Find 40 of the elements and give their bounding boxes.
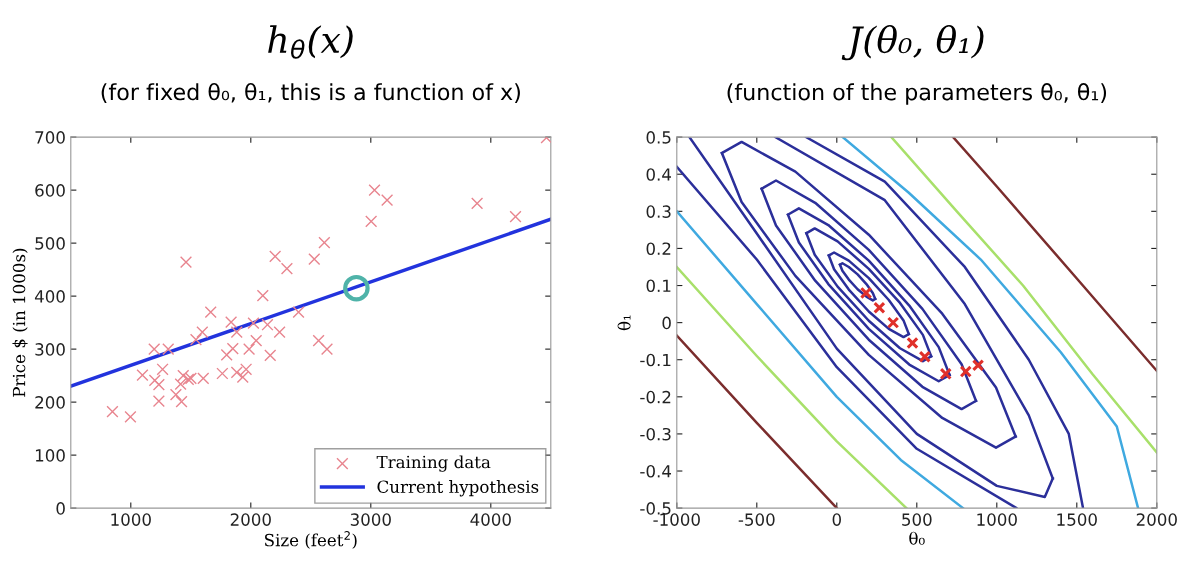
x-tick-label: -500: [738, 513, 775, 526]
chart-title: J(θ₀, θ₁): [841, 25, 984, 61]
y-tick-label: 400: [34, 290, 65, 303]
y-tick-label: 200: [35, 396, 65, 409]
x-tick-label: -1000: [653, 513, 700, 526]
chart-subtitle: (for fixed θ₀, θ₁, this is a function of x): [101, 82, 520, 103]
x-tick-label: 1500: [1057, 513, 1097, 526]
legend-label: Training data: [376, 455, 491, 472]
y-tick-label: 700: [35, 131, 65, 144]
legend-label: Current hypothesis: [377, 480, 539, 497]
y-tick-label: 0: [56, 502, 65, 515]
y-tick-label: 600: [35, 184, 65, 197]
y-tick-label: -0.4: [640, 464, 672, 478]
y-tick-label: 0: [662, 316, 671, 330]
y-tick-label: 0.5: [646, 131, 671, 144]
x-tick-label: 1000: [111, 513, 151, 526]
x-tick-label: 4000: [470, 513, 511, 526]
y-axis-title: θ₁: [617, 315, 631, 331]
y-tick-label: 0.2: [646, 242, 671, 255]
y-tick-label: -0.2: [640, 390, 671, 404]
y-tick-label: 0.4: [646, 168, 671, 181]
y-tick-label: 100: [35, 449, 65, 462]
y-tick-label: 500: [35, 237, 65, 250]
x-tick-label: 3000: [350, 513, 391, 526]
x-tick-label: 500: [902, 513, 932, 526]
y-axis-title: Price $ (in 1000s): [12, 248, 28, 397]
y-tick-label: -0.5: [640, 502, 671, 515]
x-tick-label: 1000: [977, 513, 1017, 526]
y-tick-label: -0.1: [640, 353, 671, 367]
x-tick-label: 2000: [230, 513, 271, 526]
y-tick-label: 0.3: [646, 205, 671, 218]
y-tick-label: 300: [35, 343, 65, 356]
x-tick-label: 0: [832, 513, 841, 526]
x-axis-title: Size (feet$^{2}$): [265, 531, 357, 549]
chart-title: h$_{θ}$(x): [268, 25, 353, 59]
x-axis-title: θ₀: [909, 531, 925, 545]
x-tick-label: 2000: [1136, 513, 1177, 526]
y-tick-label: -0.3: [640, 427, 671, 441]
chart-subtitle: (function of the parameters θ₀, θ₁): [727, 83, 1107, 105]
y-tick-label: 0.1: [646, 279, 671, 293]
